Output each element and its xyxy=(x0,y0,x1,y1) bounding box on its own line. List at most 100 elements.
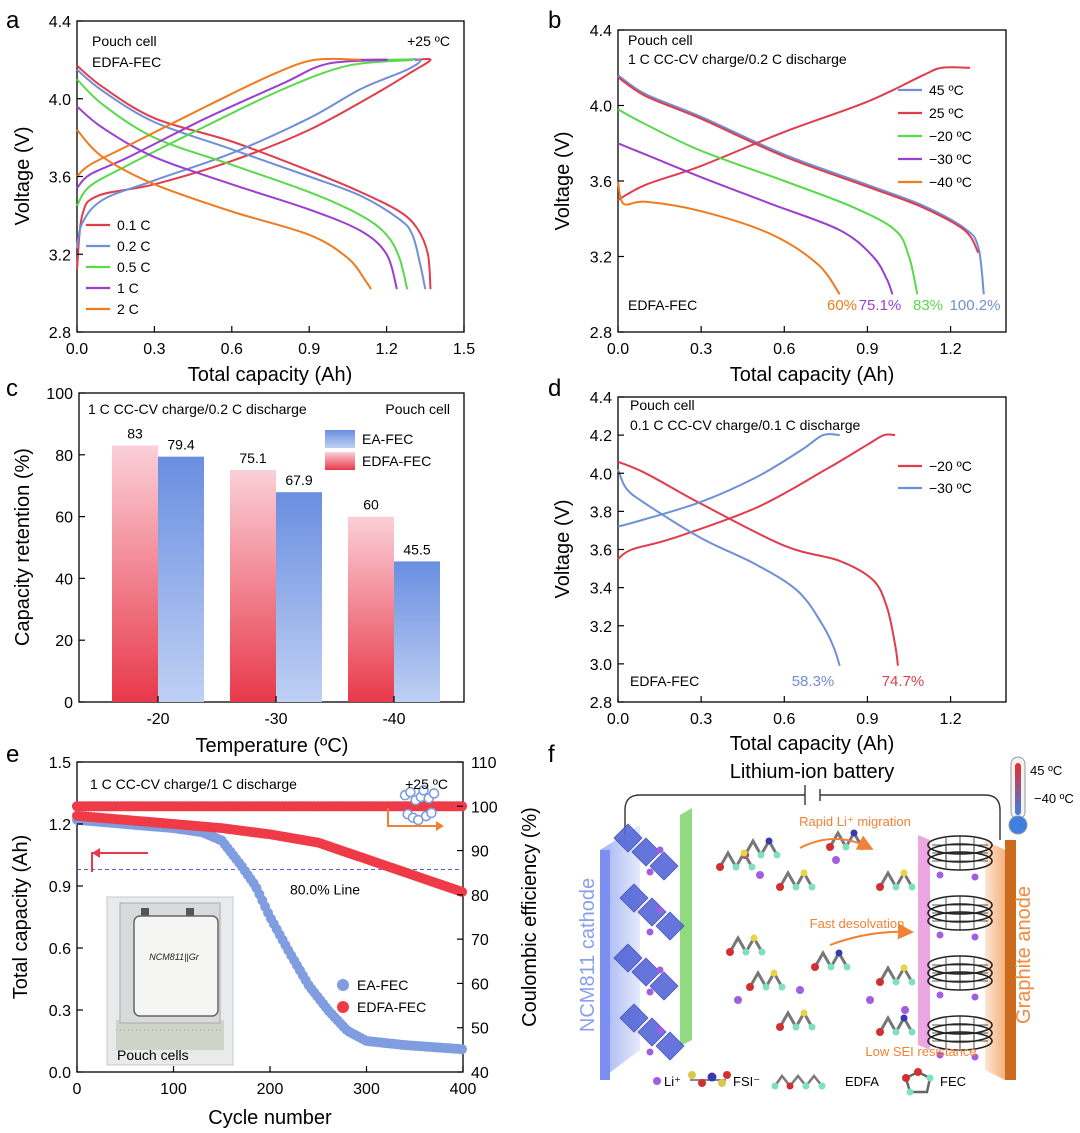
panel-b: 0.0 0.3 0.6 0.9 1.2 2.8 3.2 3.6 4.0 4.4 Pouch cel… xyxy=(552,23,1007,386)
hydrogen-atom xyxy=(908,883,916,891)
hydrogen-atom xyxy=(808,883,816,891)
charge-curve xyxy=(617,66,971,201)
legend-fsi: FSI⁻ xyxy=(733,1074,760,1089)
panel-letter-c: c xyxy=(6,375,18,402)
x-tick-label: 0.0 xyxy=(66,341,88,358)
x-tick-label: 0.9 xyxy=(856,711,878,728)
octahedron xyxy=(655,911,685,941)
line-80-label: 80.0% Line xyxy=(290,881,360,897)
y-tick-label: 4.0 xyxy=(590,99,612,116)
schematic-title: Lithium-ion battery xyxy=(730,761,895,783)
li-ion xyxy=(734,996,742,1004)
y-tick-label: 3.6 xyxy=(590,543,612,560)
sei-label: Low SEI resistance xyxy=(865,1044,976,1059)
legend-label: 0.2 C xyxy=(117,238,150,254)
heteroatom xyxy=(850,829,858,837)
li-ion xyxy=(656,846,664,854)
y-axis-label: Capacity retention (%) xyxy=(12,448,34,646)
graphene-grid xyxy=(932,852,988,870)
li-ion xyxy=(901,1006,909,1014)
y-tick-label: 80 xyxy=(55,448,73,465)
oxygen-atom xyxy=(746,983,754,991)
anode-sei-layer xyxy=(918,835,930,1050)
bar-value-label: 60 xyxy=(363,497,379,513)
panel-c: 83 79.4 75.1 67.9 60 45.5 -20 -30 -40 0 20 40 60 80 1… xyxy=(12,386,465,757)
legend-label: 0.1 C xyxy=(117,217,150,233)
x-tick-label: 0.0 xyxy=(607,711,629,728)
li-ion xyxy=(796,986,804,994)
discharge-curve xyxy=(617,460,899,666)
electrolyte-label: EDFA-FEC xyxy=(630,673,699,689)
discharge-curve xyxy=(617,76,980,254)
y-tick-label: 4.4 xyxy=(590,390,612,407)
legend-label: −20 ºC xyxy=(929,458,972,474)
li-ion xyxy=(936,1051,944,1059)
migration-label: Rapid Li⁺ migration xyxy=(799,814,911,829)
y-tick-label: 3.6 xyxy=(590,174,612,191)
ce-scatter-ea-fec xyxy=(399,785,440,826)
bar-ea-fec xyxy=(158,456,204,702)
charge-curve xyxy=(76,58,432,270)
solvent-molecule xyxy=(746,969,786,991)
bar-edfa-fec xyxy=(112,445,158,702)
hydrogen-atom xyxy=(843,963,851,971)
x-tick-label: 0.9 xyxy=(298,341,320,358)
anode-region xyxy=(985,840,1005,1080)
x-tick-label: 0.6 xyxy=(221,341,243,358)
octahedron xyxy=(649,851,679,881)
y-tick-label: 4.0 xyxy=(49,92,71,109)
li-ion xyxy=(832,856,840,864)
oxygen-atom xyxy=(826,843,834,851)
charge-curve xyxy=(76,58,388,189)
li-ion xyxy=(971,1053,979,1061)
y-tick-label: 3.8 xyxy=(590,504,612,521)
legend-label: 2 C xyxy=(117,301,139,317)
charge-curve xyxy=(76,57,361,178)
y2-tick-label: 50 xyxy=(471,1021,489,1038)
heteroatom xyxy=(770,969,778,977)
discharge-curve xyxy=(76,64,432,290)
x-tick-label: 0.9 xyxy=(856,341,878,358)
legend-fec: FEC xyxy=(940,1074,966,1089)
x-axis-label: Cycle number xyxy=(208,1107,332,1129)
hydrogen-atom xyxy=(757,851,765,859)
x-tick-label: -20 xyxy=(146,711,169,728)
discharge-curve xyxy=(617,142,894,295)
oxygen-atom xyxy=(776,1023,784,1031)
octahedron xyxy=(619,883,649,913)
hydrogen-atom xyxy=(808,1023,816,1031)
legend-label: −30 ºC xyxy=(929,151,972,167)
y-tick-label: 3.6 xyxy=(49,170,71,187)
heteroatom xyxy=(800,1009,808,1017)
legend-marker xyxy=(337,1001,349,1013)
bar-value-label: 79.4 xyxy=(167,437,194,453)
y-tick-label: 0 xyxy=(64,695,73,712)
li-ion xyxy=(971,933,979,941)
y2-tick-label: 90 xyxy=(471,844,489,861)
thermometer-icon xyxy=(1008,756,1028,835)
hydrogen-atom xyxy=(842,843,850,851)
y2-tick-label: 70 xyxy=(471,932,489,949)
ce-point xyxy=(405,786,416,798)
chart-title: Pouch cell xyxy=(92,33,157,49)
temp-low-label: −40 ºC xyxy=(1034,791,1074,806)
li-ion xyxy=(646,1048,654,1056)
charge-curve xyxy=(76,58,422,249)
li-ion xyxy=(646,928,654,936)
x-axis-label: Total capacity (Ah) xyxy=(730,364,895,386)
li-ion xyxy=(936,991,944,999)
li-ion xyxy=(866,996,874,1004)
chart-title: Pouch cell xyxy=(630,397,695,413)
graphene-grid xyxy=(932,972,988,990)
panel-letter-b: b xyxy=(548,7,561,34)
pouch-cell-photo: NCM811||Gr Pouch cells xyxy=(106,896,234,1066)
li-ion xyxy=(646,988,654,996)
legend-label: −30 ºC xyxy=(929,480,972,496)
x-tick-label: 100 xyxy=(160,1081,187,1098)
x-tick-label: 0.0 xyxy=(607,341,629,358)
x-tick-label: 0.6 xyxy=(773,711,795,728)
legend-label: −40 ºC xyxy=(929,174,972,190)
legend-label: −20 ºC xyxy=(929,128,972,144)
y-tick-label: 0.6 xyxy=(49,941,71,958)
legend-label: 0.5 C xyxy=(117,259,150,275)
